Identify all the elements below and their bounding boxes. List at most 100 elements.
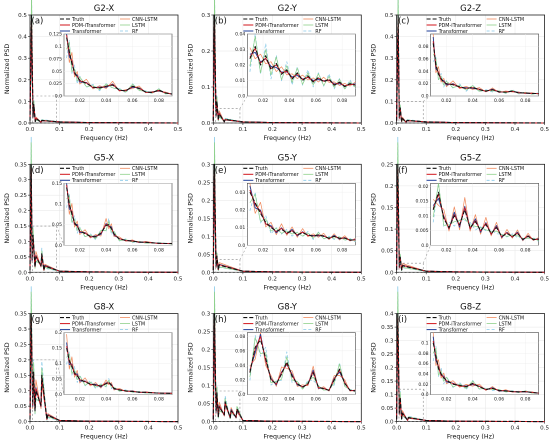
x-tick-label: 0.3 (114, 127, 123, 133)
inset-x-tick-label: 0.04 (101, 247, 111, 253)
legend-label: RF (315, 327, 321, 333)
zoom-region (32, 95, 57, 124)
y-tick-label: 0.3 (385, 56, 394, 62)
x-tick-label: 0.5 (357, 276, 366, 282)
inset-y-tick-label: 0.04 (418, 69, 428, 75)
legend-label: Transformer (254, 29, 285, 35)
panel-g2-z: G2-Z 0.0 0.1 0.2 0.3 0.4 0.5 0.0 0.1 0.2 0.3 0.4 0.5… (371, 0, 549, 142)
x-tick-label: 0.0 (392, 127, 401, 133)
legend-label: Transformer (71, 327, 102, 333)
x-tick-label: 0.2 (451, 426, 460, 432)
zoom-connector (423, 95, 431, 102)
x-tick-label: 0.1 (238, 127, 247, 133)
inset-zoom: 0.02 0.04 0.06 0.08 0.0 0.05 0.1 0.15 (52, 181, 173, 253)
inset-y-tick-label: 0.0 (238, 392, 245, 398)
y-axis-label: Normalized PSD (4, 44, 11, 95)
x-tick-label: 0.5 (540, 127, 549, 133)
inset-x-tick-label: 0.06 (127, 397, 137, 403)
inset-y-tick-label: 0.075 (49, 56, 62, 62)
y-tick-label: 0.0 (385, 270, 394, 276)
inset-series-truth (66, 347, 173, 394)
y-tick-label: 0.15 (381, 379, 394, 385)
y-tick-label: 0.0 (201, 420, 210, 426)
panel-title: G5-Y (278, 153, 298, 163)
inset-series-cnn-lstm (249, 332, 356, 392)
inset-y-tick-label: 0.0 (421, 243, 428, 249)
inset-y-tick-label: 0.06 (418, 56, 428, 62)
y-tick-label: 0.0 (201, 270, 210, 276)
panel-letter: (c) (398, 17, 409, 27)
inset-x-tick-label: 0.02 (258, 247, 268, 253)
panel-letter: (d) (32, 166, 44, 176)
inset-zoom: 0.02 0.04 0.06 0.08 0.0 0.02 0.04 0.06 0.08 0.1 (418, 332, 539, 403)
zoom-region (32, 225, 57, 273)
x-tick-label: 0.5 (357, 426, 366, 432)
inset-series-truth (66, 187, 173, 245)
inset-x-tick-label: 0.04 (468, 397, 478, 403)
inset-x-tick-label: 0.08 (337, 397, 347, 403)
x-tick-label: 0.3 (114, 426, 123, 432)
x-tick-label: 0.1 (55, 426, 64, 432)
x-tick-label: 0.1 (422, 426, 431, 432)
inset-x-tick-label: 0.06 (311, 397, 321, 403)
x-tick-label: 0.3 (481, 276, 490, 282)
y-axis-label: Normalized PSD (4, 193, 11, 244)
x-tick-label: 0.1 (55, 276, 64, 282)
inset-x-tick-label: 0.06 (494, 98, 504, 104)
inset-frame (63, 183, 173, 246)
legend-label: PDM-iTransformer (72, 23, 116, 29)
series-truth (396, 163, 545, 273)
panel-title: G8-Y (278, 303, 298, 313)
y-tick-label: 0.1 (201, 234, 210, 240)
zoom-region (398, 101, 424, 124)
inset-x-tick-label: 0.02 (75, 247, 85, 253)
y-axis-label: Normalized PSD (4, 342, 11, 393)
y-tick-label: 0.3 (385, 339, 394, 345)
legend-label: Truth (438, 17, 451, 23)
panel-letter: (h) (215, 315, 227, 325)
y-tick-label: 0.0 (18, 121, 27, 127)
panel-letter: (a) (32, 17, 44, 27)
zoom-connector (239, 390, 248, 395)
legend-label: CNN-LSTM (132, 166, 158, 172)
x-axis-label: Frequency (Hz) (264, 135, 312, 142)
legend-label: LSTM (499, 321, 512, 327)
inset-y-tick-label: 0.05 (52, 69, 62, 75)
y-axis-label: Normalized PSD (187, 44, 194, 95)
legend-label: Transformer (71, 29, 102, 35)
inset-x-tick-label: 0.06 (311, 247, 321, 253)
y-axis-label: Normalized PSD (187, 193, 194, 244)
zoom-region (215, 108, 241, 124)
x-axis-label: Frequency (Hz) (80, 284, 128, 291)
inset-x-tick-label: 0.08 (337, 247, 347, 253)
x-tick-label: 0.4 (511, 276, 520, 282)
zoom-connector (56, 225, 65, 246)
x-tick-label: 0.5 (174, 276, 183, 282)
x-tick-label: 0.1 (422, 127, 431, 133)
series-truth (396, 313, 545, 423)
inset-y-tick-label: 0.05 (52, 222, 62, 228)
legend-label: LSTM (132, 172, 145, 178)
zoom-region (32, 359, 57, 422)
y-tick-label: 0.25 (198, 330, 211, 336)
y-tick-label: 0.2 (385, 366, 394, 372)
y-tick-label: 0.05 (381, 249, 394, 255)
legend-label: Truth (254, 315, 267, 321)
zoom-connector (56, 359, 65, 395)
inset-x-tick-label: 0.08 (154, 247, 164, 253)
x-tick-label: 0.3 (298, 127, 307, 133)
inset-zoom: 0.02 0.04 0.06 0.08 0.0 0.02 0.04 0.06 0.08 (418, 33, 539, 104)
inset-x-tick-label: 0.06 (311, 98, 321, 104)
y-tick-label: 0.05 (198, 402, 211, 408)
inset-y-tick-label: 0.1 (421, 341, 428, 347)
inset-series-truth (432, 43, 539, 94)
legend-label: Transformer (438, 29, 469, 35)
y-tick-label: 0.15 (15, 373, 28, 379)
inset-x-tick-label: 0.06 (494, 397, 504, 403)
y-tick-label: 0.15 (198, 366, 211, 372)
y-tick-label: 0.0 (385, 420, 394, 426)
